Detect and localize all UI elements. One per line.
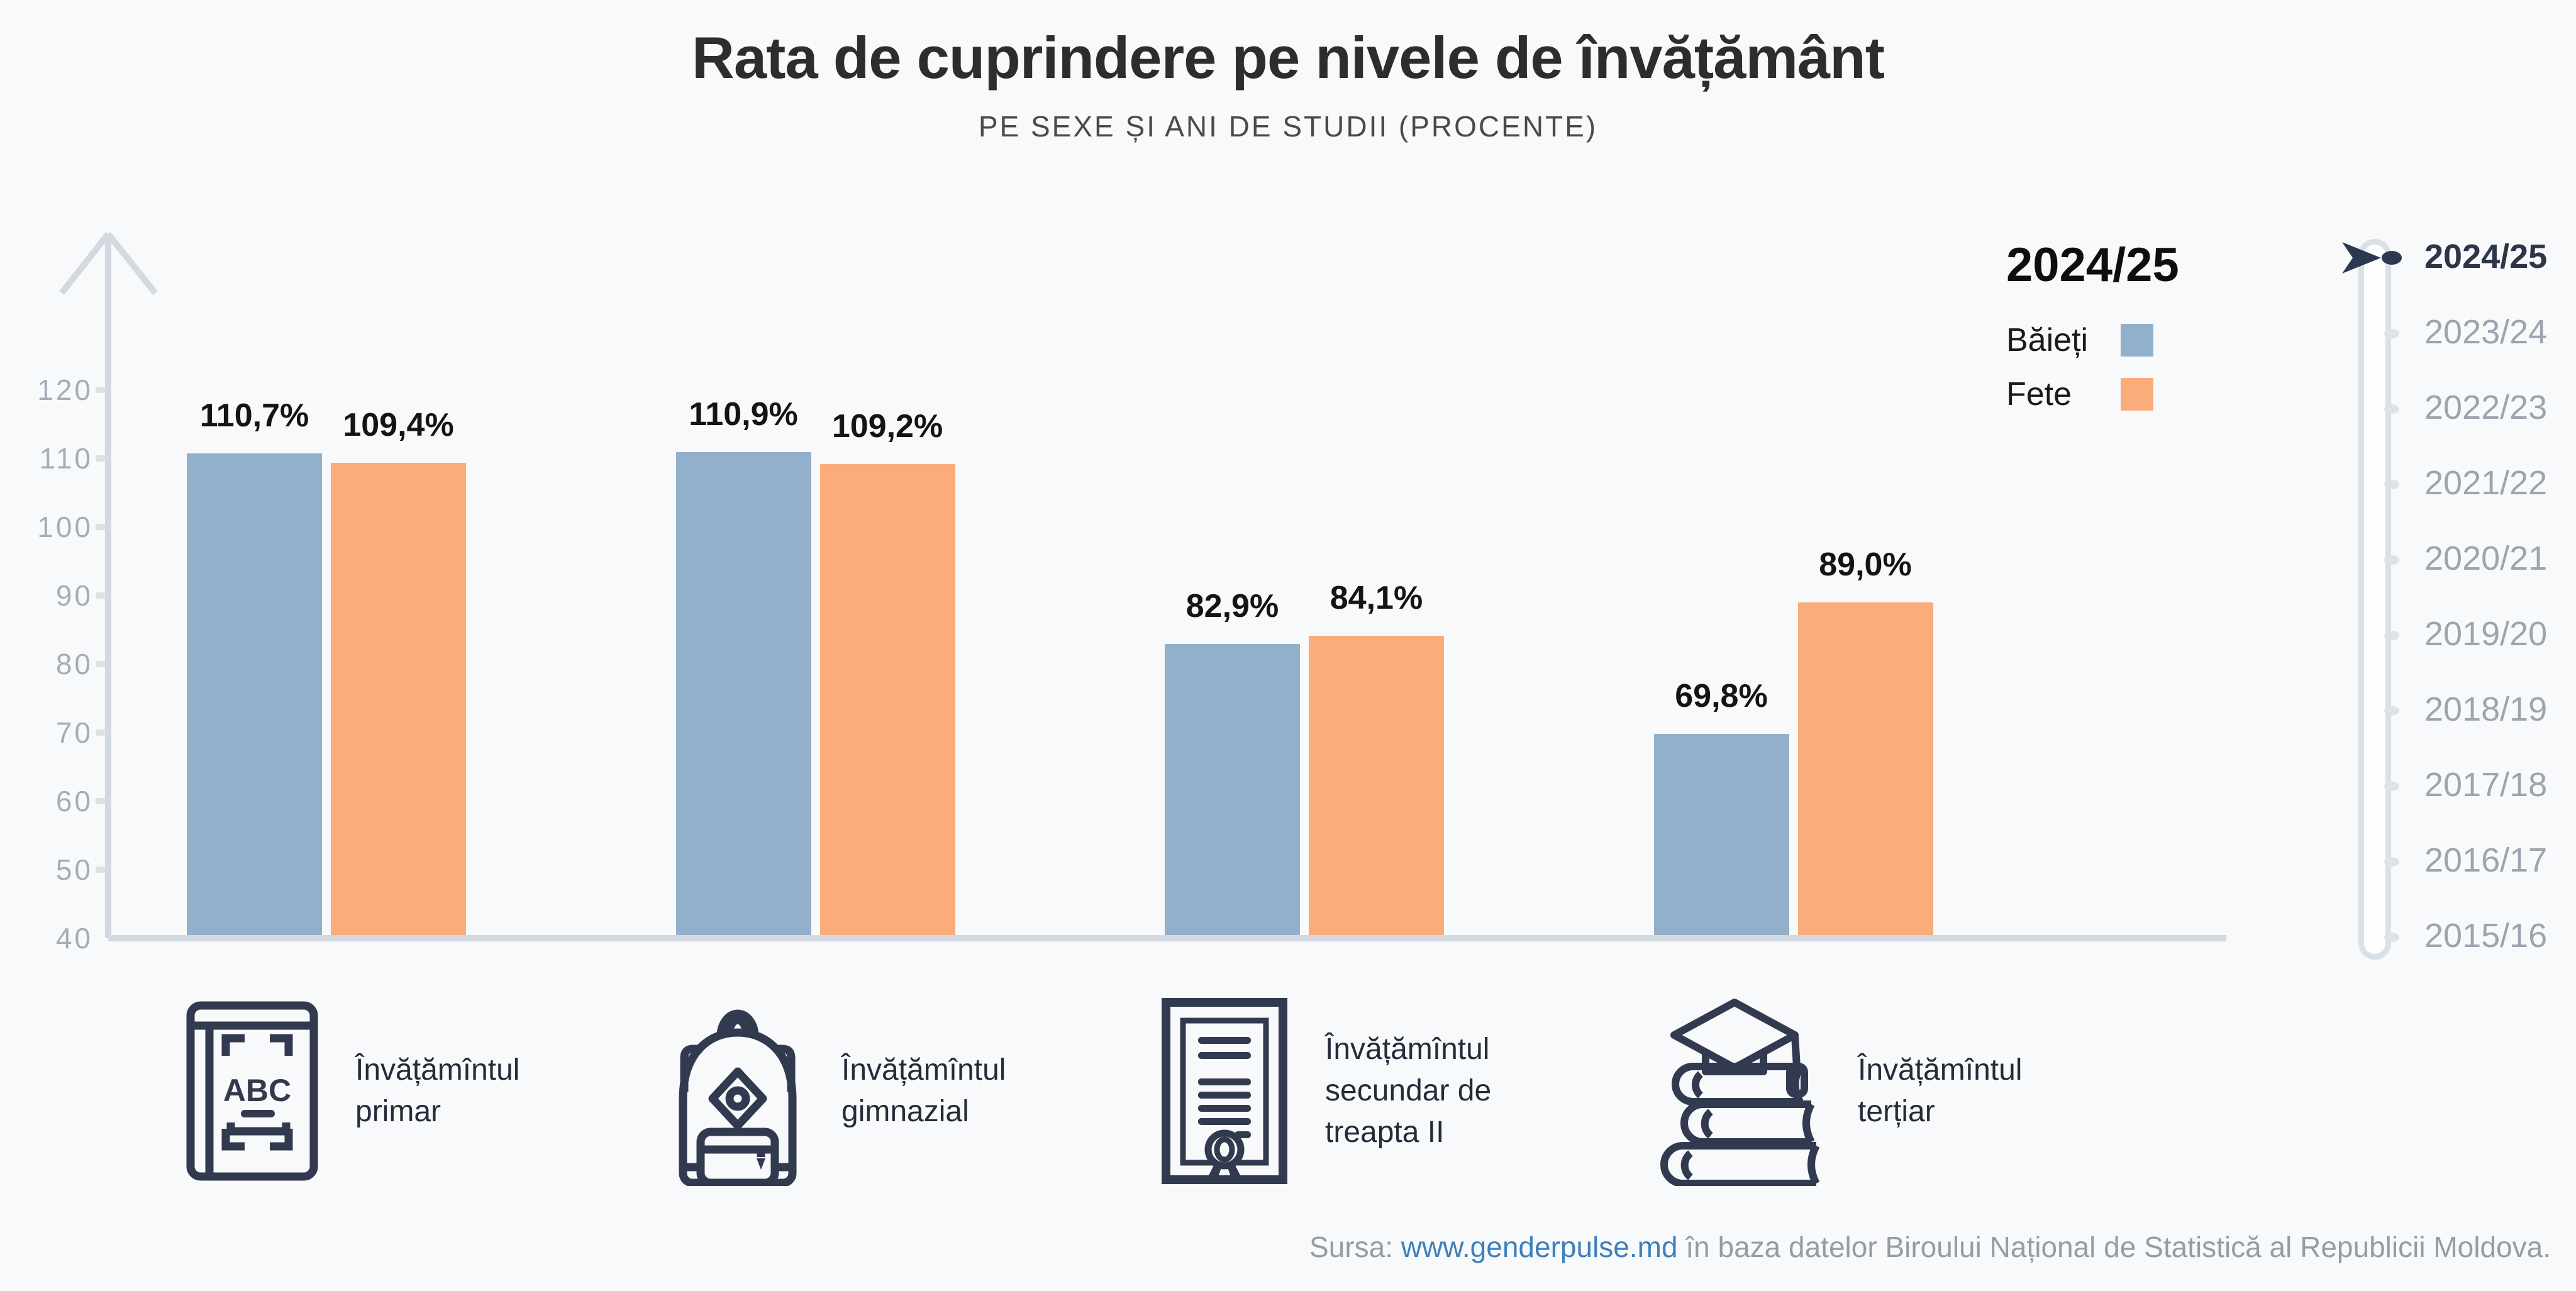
timeline-dot (2384, 630, 2399, 640)
category-gimnazial: Învățămîntul gimnazial (672, 984, 1006, 1198)
timeline-dot-selected (2382, 251, 2402, 265)
y-tick-label-60: 60 (55, 785, 93, 817)
y-tick-label-110: 110 (39, 442, 93, 475)
category-label: Învățămîntul primar (355, 1053, 520, 1128)
y-tick-mark (96, 455, 106, 462)
source-suffix: în baza datelor Biroului Național de Sta… (1677, 1231, 2551, 1263)
category-tertiar: Învățămîntul terțiar (1649, 984, 2022, 1198)
y-tick-mark (96, 524, 106, 530)
legend-item-baieti[interactable]: Băieți (2006, 321, 2179, 359)
bar-fete-1[interactable] (819, 463, 955, 935)
header: Rata de cuprindere pe nivele de învățămâ… (0, 24, 2576, 143)
y-tick-label-40: 40 (55, 922, 93, 955)
bar-fete-0[interactable] (331, 462, 466, 935)
bar-baieti-2[interactable] (1165, 644, 1300, 935)
diploma-icon (1160, 997, 1289, 1185)
source-line: Sursa: www.genderpulse.md în baza datelo… (1309, 1230, 2551, 1264)
legend-year-title: 2024/25 (2006, 238, 2179, 292)
y-tick-label-70: 70 (55, 716, 93, 749)
y-tick-mark (96, 729, 106, 736)
timeline-year-label: 2019/20 (2424, 615, 2548, 653)
bar-value-label: 110,9% (689, 396, 798, 433)
y-tick-label-80: 80 (55, 648, 93, 680)
abc-book-icon: ABC (186, 999, 319, 1183)
bar-value-label: 109,4% (343, 406, 454, 443)
category-label: Învățămîntul secundar de treapta II (1325, 1032, 1492, 1150)
timeline-year-label: 2015/16 (2424, 917, 2548, 955)
bar-fete-2[interactable] (1309, 636, 1444, 935)
timeline-year-2023-24[interactable]: 2023/24 (2327, 296, 2576, 371)
timeline-year-label: 2021/22 (2424, 464, 2548, 502)
category-secundar: Învățămîntul secundar de treapta II (1160, 984, 1491, 1198)
y-tick-mark (96, 798, 106, 804)
legend-swatch-baieti (2121, 324, 2153, 357)
bar-baieti-1[interactable] (675, 452, 811, 935)
bar-baieti-3[interactable] (1653, 734, 1789, 935)
bar-value-label: 89,0% (1819, 546, 1912, 583)
y-tick-mark (96, 867, 106, 873)
y-tick-label-120: 120 (37, 374, 93, 406)
timeline-track[interactable] (2358, 239, 2391, 960)
timeline-cursor-arrow-icon (2342, 242, 2381, 274)
category-label: Învățămîntul gimnazial (841, 1053, 1006, 1128)
timeline-dot (2384, 328, 2399, 338)
timeline-dot (2384, 479, 2399, 489)
timeline-dot (2384, 706, 2399, 716)
legend-item-fete[interactable]: Fete (2006, 375, 2179, 413)
timeline-year-2019-20[interactable]: 2019/20 (2327, 597, 2576, 673)
category-primar: ABC Învățămîntul primar (186, 984, 519, 1198)
bar-value-label: 84,1% (1330, 580, 1423, 617)
timeline-year-label: 2020/21 (2424, 540, 2548, 577)
bar-value-label: 69,8% (1675, 678, 1768, 715)
timeline-rail: 2024/25 2023/24 2022/23 2021/22 2020/21 2019/… (2327, 226, 2576, 1012)
timeline-dot (2384, 555, 2399, 565)
timeline-year-label: 2022/23 (2424, 389, 2548, 426)
timeline-dot (2384, 404, 2399, 414)
y-tick-mark (96, 387, 106, 393)
bar-value-label: 110,7% (199, 397, 309, 435)
source-link[interactable]: www.genderpulse.md (1401, 1231, 1678, 1263)
timeline-year-2015-16[interactable]: 2015/16 (2327, 899, 2576, 975)
y-tick-label-90: 90 (55, 579, 93, 612)
legend: 2024/25 Băieți Fete (2006, 238, 2179, 413)
timeline-year-2016-17[interactable]: 2016/17 (2327, 824, 2576, 899)
svg-text:ABC: ABC (223, 1073, 291, 1108)
source-prefix: Sursa: (1309, 1231, 1401, 1263)
bar-fete-3[interactable] (1797, 602, 1933, 935)
category-label: Învățămîntul terțiar (1858, 1053, 2023, 1128)
timeline-year-label: 2016/17 (2424, 841, 2548, 879)
y-tick-mark (96, 661, 106, 667)
backpack-icon (672, 996, 805, 1186)
timeline-year-2024-25[interactable]: 2024/25 (2327, 220, 2576, 296)
y-tick-label-50: 50 (55, 853, 93, 886)
legend-label-baieti: Băieți (2006, 322, 2089, 358)
page-title: Rata de cuprindere pe nivele de învățămâ… (691, 25, 1885, 91)
timeline-year-label: 2017/18 (2424, 766, 2548, 804)
timeline-year-2018-19[interactable]: 2018/19 (2327, 673, 2576, 748)
bar-value-label: 109,2% (831, 407, 943, 445)
timeline-year-label: 2024/25 (2424, 238, 2548, 275)
timeline-year-2021-22[interactable]: 2021/22 (2327, 446, 2576, 522)
legend-swatch-fete (2121, 378, 2153, 411)
graduation-books-icon (1649, 996, 1821, 1186)
y-tick-mark (96, 592, 106, 599)
y-tick-label-100: 100 (37, 511, 93, 543)
bar-baieti-0[interactable] (187, 453, 322, 935)
timeline-year-2020-21[interactable]: 2020/21 (2327, 522, 2576, 597)
page-subtitle: PE SEXE ȘI ANI DE STUDII (PROCENTE) (978, 110, 1598, 143)
timeline-year-2022-23[interactable]: 2022/23 (2327, 371, 2576, 446)
timeline-year-label: 2023/24 (2424, 313, 2548, 351)
legend-label-fete: Fete (2006, 376, 2072, 413)
timeline-year-2017-18[interactable]: 2017/18 (2327, 748, 2576, 824)
timeline-year-label: 2018/19 (2424, 690, 2548, 728)
bar-value-label: 82,9% (1185, 588, 1279, 625)
timeline-dot (2384, 856, 2399, 867)
timeline-dot (2384, 781, 2399, 791)
timeline-dot (2384, 932, 2399, 942)
